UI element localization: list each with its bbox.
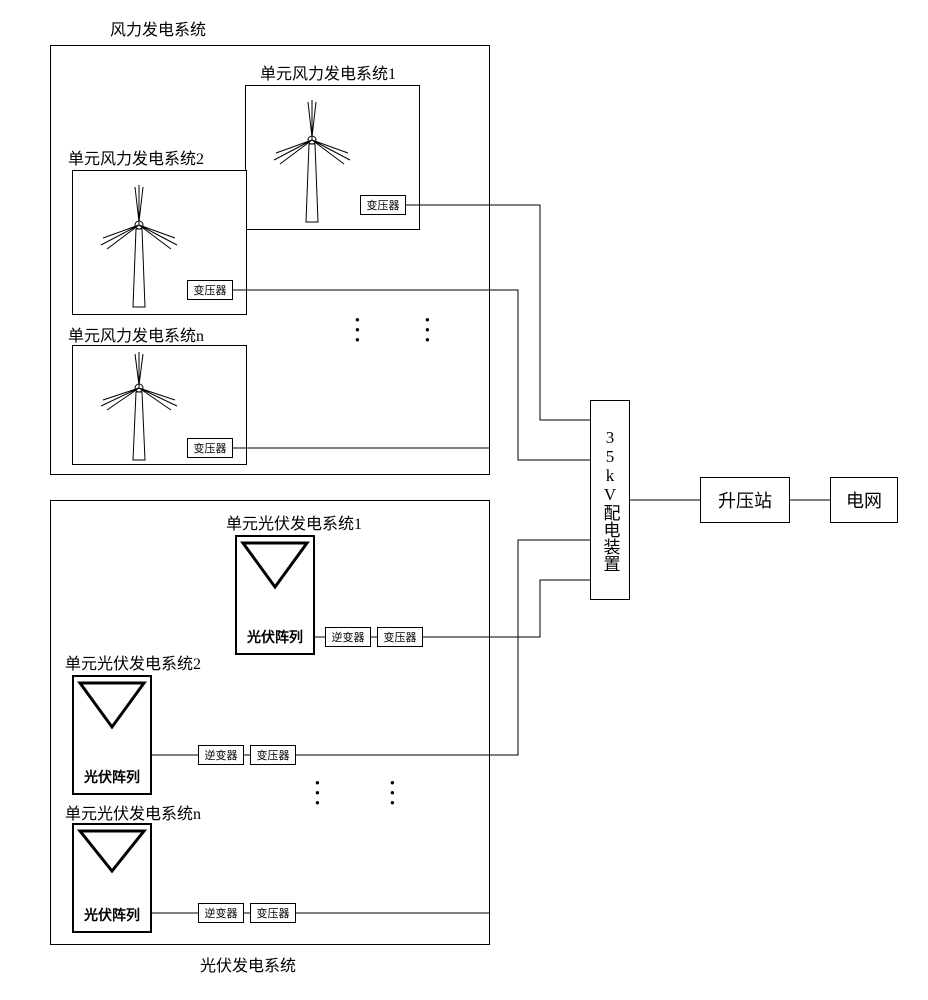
- pv-unit-1-inverter: 逆变器: [325, 627, 371, 647]
- wind-unit-2-transformer: 变压器: [187, 280, 233, 300]
- pv-array-n: 光伏阵列: [72, 823, 152, 933]
- wind-unit-1-transformer: 变压器: [360, 195, 406, 215]
- pv-unit-1-label: 单元光伏发电系统1: [226, 510, 362, 534]
- pv-array-1-label: 光伏阵列: [237, 627, 313, 647]
- grid-label: 电网: [846, 487, 882, 513]
- pv-unit-1-transformer: 变压器: [377, 627, 423, 647]
- pv-unit-2-transformer: 变压器: [250, 745, 296, 765]
- ellipsis-dots: ●●●: [390, 778, 395, 808]
- wind-system-title: 风力发电系统: [110, 16, 206, 40]
- pv-array-2-label: 光伏阵列: [74, 767, 150, 787]
- pv-system-title: 光伏发电系统: [200, 952, 296, 976]
- wind-turbine-icon: [255, 90, 370, 225]
- ellipsis-dots: ●●●: [355, 315, 360, 345]
- diagram-canvas: 风力发电系统 单元风力发电系统1 变压器 单元风力发电系统2 变压器 单元风力发…: [10, 10, 918, 990]
- pv-array-n-label: 光伏阵列: [74, 905, 150, 925]
- distribution-box: 35kV配电装置: [590, 400, 630, 600]
- wind-turbine-icon: [82, 346, 197, 463]
- pv-array-1: 光伏阵列: [235, 535, 315, 655]
- ellipsis-dots: ●●●: [315, 778, 320, 808]
- distribution-label: 35kV配电装置: [598, 428, 623, 572]
- ellipsis-dots: ●●●: [425, 315, 430, 345]
- wind-unit-1-label: 单元风力发电系统1: [260, 60, 396, 84]
- stepup-box: 升压站: [700, 477, 790, 523]
- wind-unit-2-label: 单元风力发电系统2: [68, 145, 204, 169]
- wind-unit-n-transformer: 变压器: [187, 438, 233, 458]
- pv-unit-n-label: 单元光伏发电系统n: [65, 800, 201, 824]
- pv-unit-n-inverter: 逆变器: [198, 903, 244, 923]
- pv-unit-n-transformer: 变压器: [250, 903, 296, 923]
- wind-unit-n-label: 单元风力发电系统n: [68, 322, 204, 346]
- pv-unit-2-inverter: 逆变器: [198, 745, 244, 765]
- pv-unit-2-label: 单元光伏发电系统2: [65, 650, 201, 674]
- pv-array-2: 光伏阵列: [72, 675, 152, 795]
- stepup-label: 升压站: [718, 487, 772, 513]
- grid-box: 电网: [830, 477, 898, 523]
- wind-turbine-icon: [82, 175, 197, 310]
